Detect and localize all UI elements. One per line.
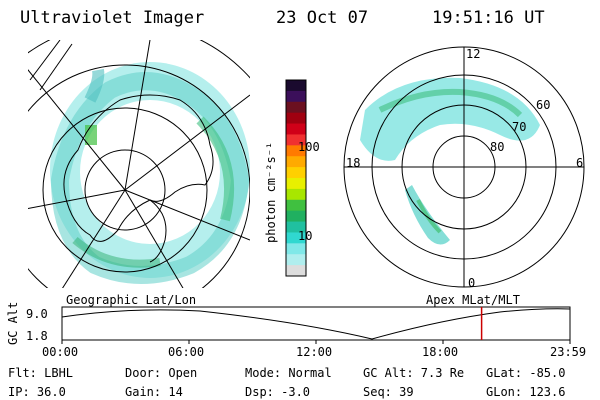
- status-dsp: Dsp: -3.0: [245, 385, 311, 399]
- geographic-map: [28, 40, 250, 288]
- timeline-ytick-low: 1.8: [26, 329, 48, 343]
- status-gc-alt: GC Alt: 7.3 Re: [363, 366, 465, 380]
- colorbar-tick-10: 10: [298, 229, 313, 243]
- colorbar-frame: [285, 79, 307, 277]
- observation-date: 23 Oct 07: [276, 8, 369, 28]
- status-mode: Mode: Normal: [245, 366, 332, 380]
- mlt-label-0: 0: [468, 276, 476, 290]
- magnetic-map: [343, 46, 585, 288]
- status-filter: Flt: LBHL: [8, 366, 74, 380]
- status-glon: GLon: 123.6: [486, 385, 566, 399]
- colorbar-segment: [286, 254, 306, 266]
- colorbar-segment: [286, 134, 306, 146]
- timeline-xtick-1800: 18:00: [422, 345, 459, 359]
- colorbar-segment: [286, 265, 306, 277]
- colorbar-segment: [286, 178, 306, 190]
- status-gain: Gain: 14: [125, 385, 183, 399]
- geographic-caption: Geographic Lat/Lon: [66, 293, 197, 307]
- colorbar-segment: [286, 123, 306, 135]
- colorbar-tick-100: 100: [298, 140, 320, 154]
- mlat-label-60: 60: [536, 98, 551, 112]
- colorbar-segment: [286, 145, 306, 157]
- timeline-ytick-high: 9.0: [26, 307, 48, 321]
- observation-time: 19:51:16 UT: [432, 8, 545, 28]
- instrument-title: Ultraviolet Imager: [20, 8, 205, 28]
- colorbar-segment: [286, 221, 306, 233]
- status-glat: GLat: -85.0: [486, 366, 566, 380]
- colorbar-segment: [286, 90, 306, 103]
- status-ip: IP: 36.0: [8, 385, 66, 399]
- colorbar-segment: [286, 210, 306, 223]
- altitude-timeline: [61, 306, 571, 344]
- timeline-xtick-0600: 06:00: [168, 345, 205, 359]
- colorbar-segment: [286, 232, 306, 244]
- timeline-axis-label: GC Alt: [6, 301, 20, 345]
- colorbar-segment: [286, 167, 306, 179]
- timeline-xtick-0000: 00:00: [42, 345, 79, 359]
- colorbar-segment: [286, 101, 306, 114]
- timeline-xtick-1200: 12:00: [296, 345, 333, 359]
- mlt-label-6: 6: [576, 156, 584, 170]
- colorbar-segment: [286, 243, 306, 255]
- status-seq: Seq: 39: [363, 385, 414, 399]
- colorbar-segment: [286, 112, 306, 125]
- status-door: Door: Open: [125, 366, 198, 380]
- colorbar-segment: [286, 188, 306, 201]
- colorbar: [285, 79, 307, 277]
- colorbar-unit-label: photon cm⁻²s⁻¹: [264, 141, 278, 243]
- colorbar-segment: [286, 80, 306, 92]
- mlat-label-80: 80: [490, 140, 505, 154]
- colorbar-segment: [286, 199, 306, 212]
- mlt-label-18: 18: [346, 156, 361, 170]
- apex-caption: Apex MLat/MLT: [426, 293, 520, 307]
- colorbar-segment: [286, 156, 306, 168]
- timeline-xtick-2359: 23:59: [550, 345, 587, 359]
- mlt-label-12: 12: [466, 47, 481, 61]
- mlat-label-70: 70: [512, 120, 527, 134]
